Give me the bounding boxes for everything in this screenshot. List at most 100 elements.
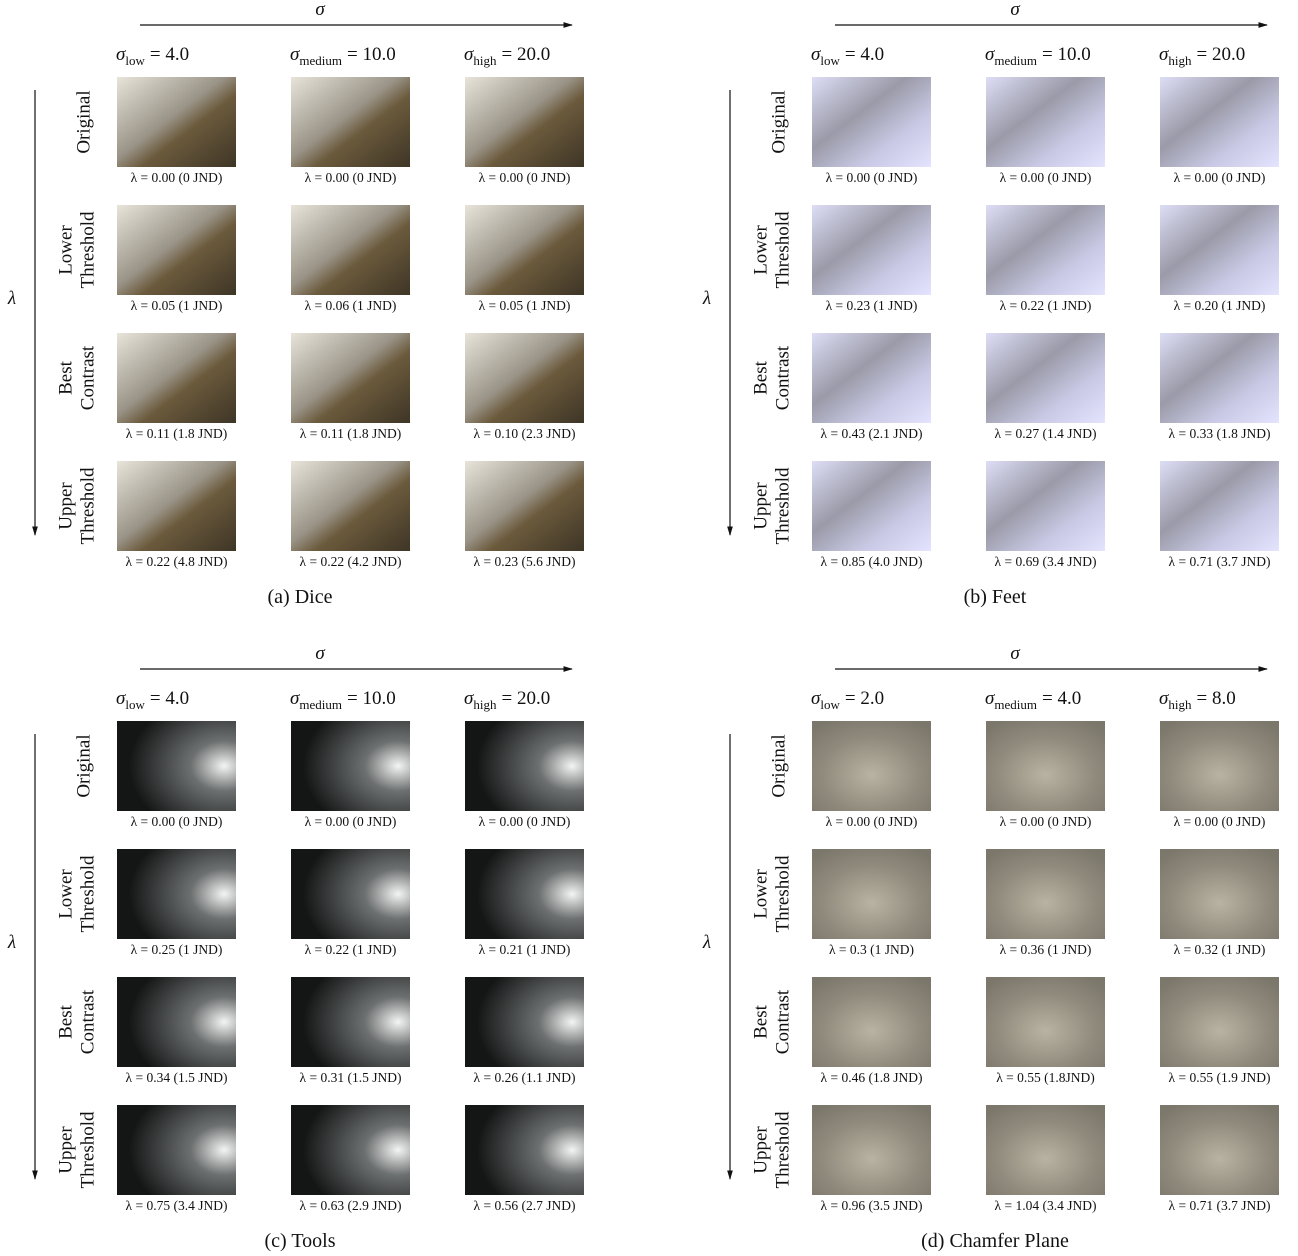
image-caption: λ = 0.36 (1 JND) xyxy=(1000,942,1092,957)
image-thumbnail xyxy=(291,977,410,1067)
image-thumbnail xyxy=(1160,849,1279,939)
column-header: σlow= 2.0 xyxy=(811,688,884,712)
row-label: Lower xyxy=(55,225,76,275)
row-label: Original xyxy=(73,734,94,797)
image-thumbnail xyxy=(117,205,236,295)
column-subscript: medium xyxy=(994,53,1037,68)
image-caption: λ = 0.00 (0 JND) xyxy=(1174,170,1266,185)
image-thumbnail xyxy=(1160,77,1279,167)
column-header: σhigh= 8.0 xyxy=(1159,688,1236,712)
row-label: Contrast xyxy=(772,345,793,410)
column-header: σhigh= 20.0 xyxy=(464,44,550,68)
row-label: Lower xyxy=(750,869,771,919)
image-caption: λ = 0.33 (1.8 JND) xyxy=(1169,426,1271,441)
image-caption: λ = 0.00 (0 JND) xyxy=(305,170,397,185)
image-caption: λ = 0.11 (1.8 JND) xyxy=(126,426,227,441)
column-value: = 4.0 xyxy=(845,44,884,65)
image-thumbnail xyxy=(1160,205,1279,295)
row-label: Original xyxy=(768,734,789,797)
image-thumbnail xyxy=(812,849,931,939)
image-thumbnail xyxy=(465,333,584,423)
image-thumbnail xyxy=(291,721,410,811)
sigma-label: σ xyxy=(315,0,325,20)
column-subscript: high xyxy=(1168,53,1192,68)
image-thumbnail xyxy=(986,977,1105,1067)
image-thumbnail xyxy=(117,977,236,1067)
image-caption: λ = 0.69 (3.4 JND) xyxy=(995,554,1097,569)
image-thumbnail xyxy=(812,77,931,167)
image-thumbnail xyxy=(465,977,584,1067)
image-thumbnail xyxy=(117,721,236,811)
column-header: σlow= 4.0 xyxy=(811,44,884,68)
image-thumbnail xyxy=(812,205,931,295)
image-caption: λ = 0.00 (0 JND) xyxy=(826,814,918,829)
image-thumbnail xyxy=(986,77,1105,167)
lambda-label: λ xyxy=(702,288,711,309)
row-label: Original xyxy=(768,90,789,153)
image-thumbnail xyxy=(291,77,410,167)
row-label: Threshold xyxy=(77,211,98,289)
column-header: σmedium= 10.0 xyxy=(985,44,1091,68)
image-thumbnail xyxy=(986,849,1105,939)
image-caption: λ = 0.3 (1 JND) xyxy=(829,942,914,957)
image-thumbnail xyxy=(465,461,584,551)
column-value: = 10.0 xyxy=(1042,44,1091,65)
row-label: Threshold xyxy=(772,211,793,289)
image-thumbnail xyxy=(812,461,931,551)
image-thumbnail xyxy=(812,721,931,811)
column-subscript: high xyxy=(1168,697,1192,712)
column-value: = 4.0 xyxy=(150,688,189,709)
image-thumbnail xyxy=(1160,977,1279,1067)
column-subscript: medium xyxy=(994,697,1037,712)
panel-caption: (d) Chamfer Plane xyxy=(921,1230,1069,1252)
image-caption: λ = 0.05 (1 JND) xyxy=(479,298,571,313)
row-label: Original xyxy=(73,90,94,153)
row-label: Threshold xyxy=(77,855,98,933)
column-value: = 2.0 xyxy=(845,688,884,709)
image-caption: λ = 0.21 (1 JND) xyxy=(479,942,571,957)
column-value: = 20.0 xyxy=(1197,44,1246,65)
panel-caption: (b) Feet xyxy=(964,586,1027,608)
figure: σ λ σlow= 4.0 σmedium= 10.0 σhigh= 20.0 Origi… xyxy=(0,0,1298,1256)
image-thumbnail xyxy=(812,977,931,1067)
image-caption: λ = 0.23 (1 JND) xyxy=(826,298,918,313)
column-value: = 20.0 xyxy=(502,688,551,709)
image-thumbnail xyxy=(986,205,1105,295)
column-subscript: low xyxy=(820,697,840,712)
image-thumbnail xyxy=(465,721,584,811)
image-thumbnail xyxy=(812,1105,931,1195)
image-thumbnail xyxy=(117,849,236,939)
image-thumbnail xyxy=(117,1105,236,1195)
image-thumbnail xyxy=(986,461,1105,551)
image-thumbnail xyxy=(291,333,410,423)
row-label: Contrast xyxy=(77,989,98,1054)
column-subscript: high xyxy=(473,53,497,68)
column-header: σlow= 4.0 xyxy=(116,688,189,712)
image-caption: λ = 0.05 (1 JND) xyxy=(131,298,223,313)
column-value: = 10.0 xyxy=(347,44,396,65)
image-thumbnail xyxy=(117,461,236,551)
image-caption: λ = 0.55 (1.9 JND) xyxy=(1169,1070,1271,1085)
image-caption: λ = 0.32 (1 JND) xyxy=(1174,942,1266,957)
image-caption: λ = 0.00 (0 JND) xyxy=(826,170,918,185)
column-header: σmedium= 10.0 xyxy=(290,688,396,712)
image-caption: λ = 0.00 (0 JND) xyxy=(1000,814,1092,829)
image-caption: λ = 0.22 (1 JND) xyxy=(305,942,397,957)
image-thumbnail xyxy=(986,721,1105,811)
image-thumbnail xyxy=(465,77,584,167)
image-caption: λ = 0.00 (0 JND) xyxy=(131,170,223,185)
image-caption: λ = 0.10 (2.3 JND) xyxy=(474,426,576,441)
image-caption: λ = 0.00 (0 JND) xyxy=(479,170,571,185)
image-caption: λ = 0.71 (3.7 JND) xyxy=(1169,1198,1271,1213)
image-caption: λ = 1.04 (3.4 JND) xyxy=(995,1198,1097,1213)
column-value: = 4.0 xyxy=(1042,688,1081,709)
row-label: Contrast xyxy=(77,345,98,410)
image-caption: λ = 0.55 (1.8JND) xyxy=(996,1070,1095,1085)
image-caption: λ = 0.96 (3.5 JND) xyxy=(821,1198,923,1213)
lambda-label: λ xyxy=(702,932,711,953)
image-caption: λ = 0.23 (5.6 JND) xyxy=(474,554,576,569)
row-label: Threshold xyxy=(772,855,793,933)
row-label: Lower xyxy=(55,869,76,919)
